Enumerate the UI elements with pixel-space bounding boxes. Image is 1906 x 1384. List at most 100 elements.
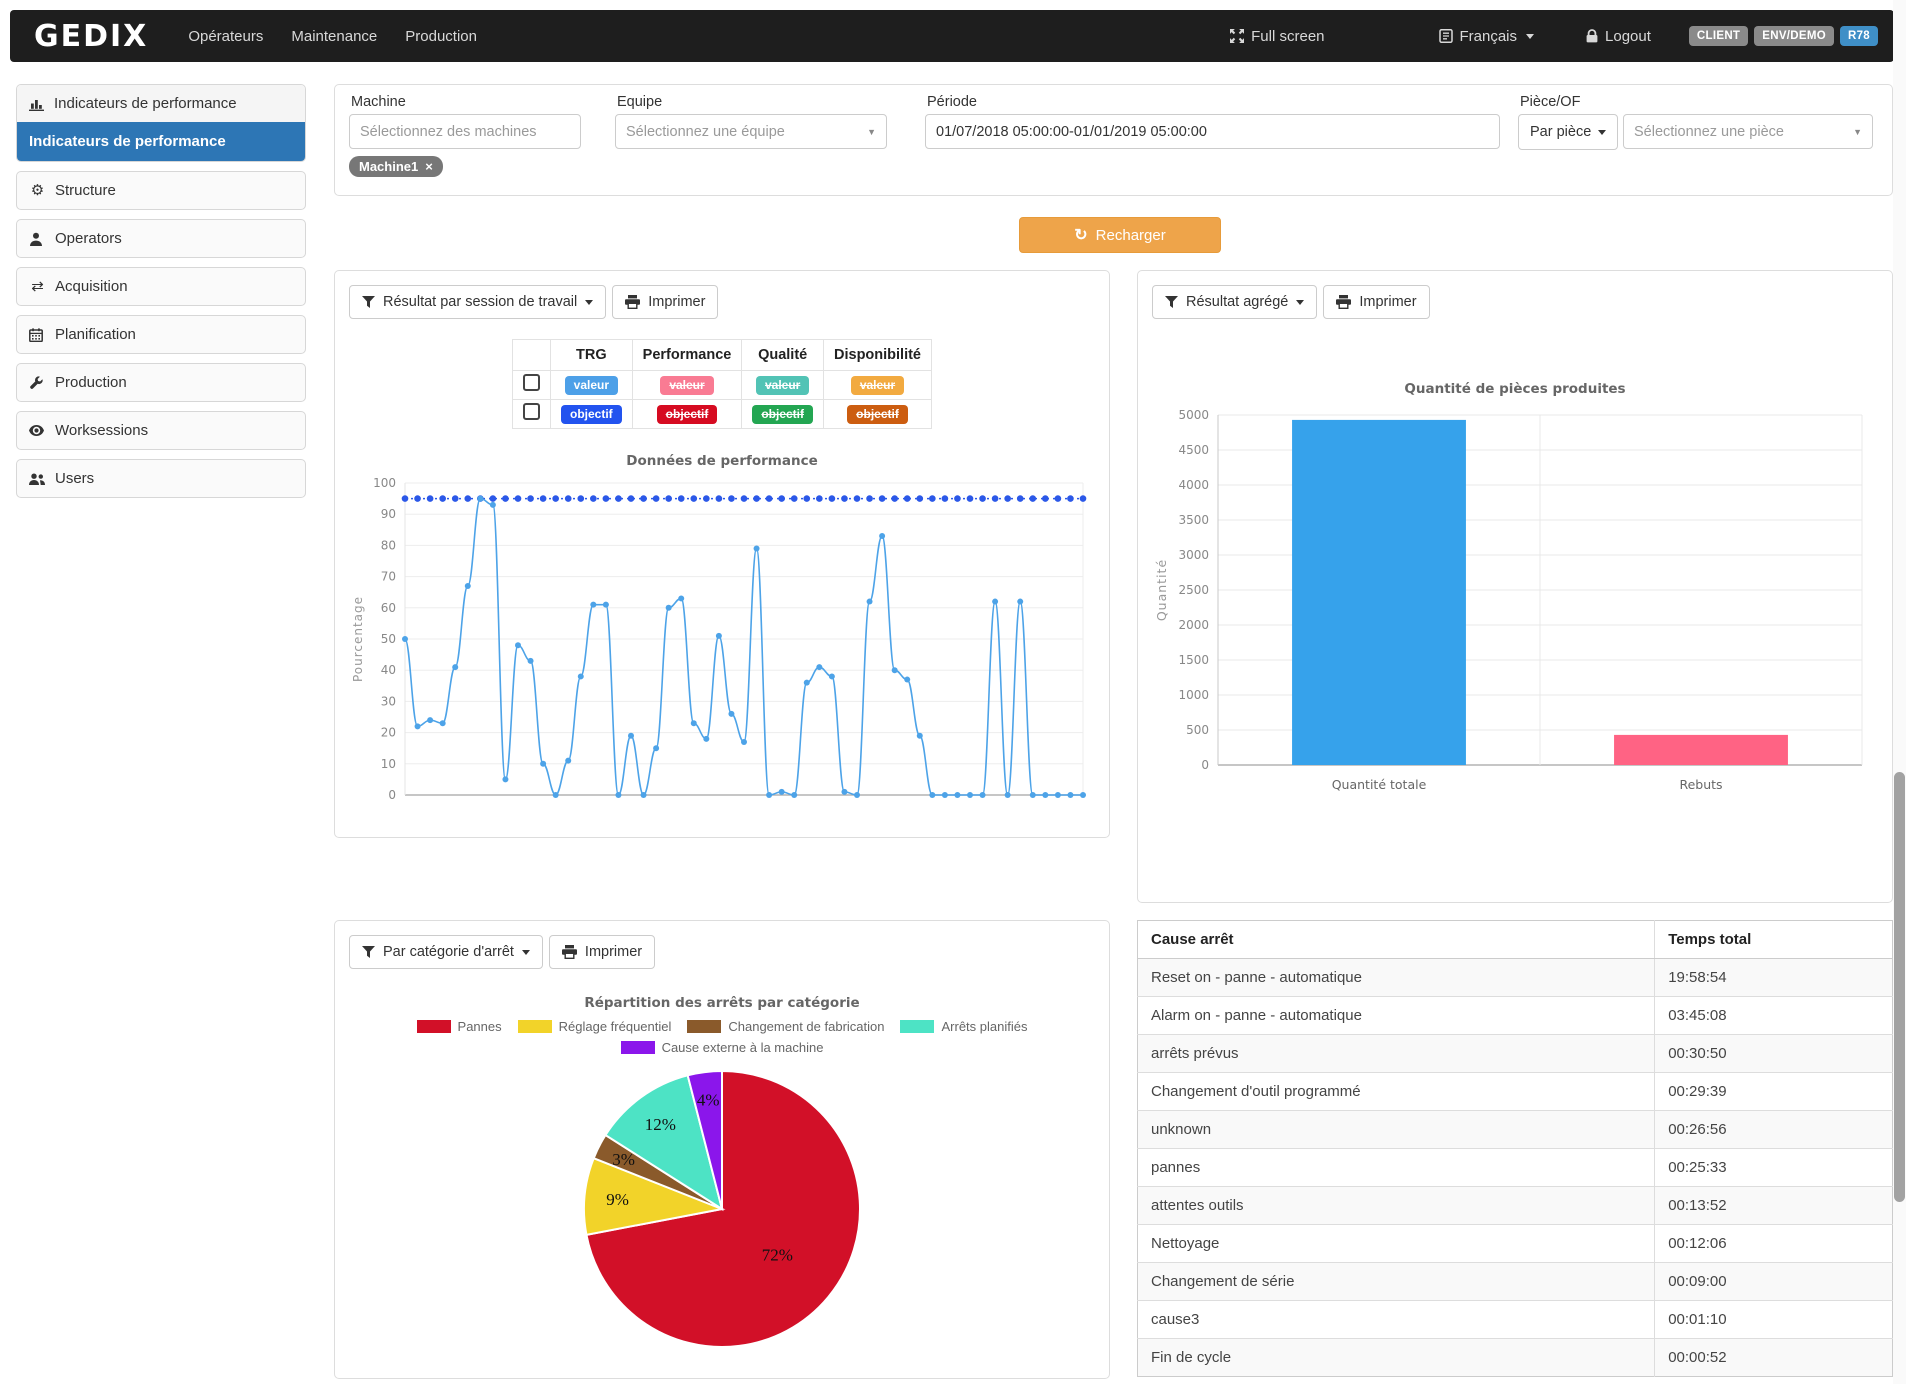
legend-color-swatch (687, 1020, 722, 1033)
equipe-label: Equipe (617, 94, 663, 110)
sidebar-item-label: Production (55, 374, 127, 391)
stops-panel: Par catégorie d'arrêt Imprimer Répartiti… (334, 920, 1110, 1379)
sidebar-item-structure[interactable]: ⚙ Structure (16, 171, 306, 210)
periode-label: Période (927, 94, 977, 110)
pie-legend-row: Pannes Réglage fréquentiel Changement de f… (416, 1019, 1027, 1034)
bar-chart: 0 500 1000 1500 2000 2500 3000 3500 4000 4500 5000… (1154, 408, 1863, 792)
svg-text:70: 70 (381, 570, 396, 584)
sidebar-item-operators[interactable]: Operators (16, 219, 306, 258)
trg-legend-row: valeur valeur valeur valeur (512, 370, 932, 400)
legend-color-swatch (900, 1020, 935, 1033)
legend-color-swatch (517, 1020, 552, 1033)
svg-text:3000: 3000 (1178, 548, 1209, 562)
client-badge: CLIENT (1688, 26, 1749, 46)
legend-item[interactable]: Cause externe à la machine (620, 1040, 824, 1055)
page-scrollbar[interactable] (1894, 772, 1905, 1202)
legend-badge[interactable]: objectif (656, 404, 718, 424)
sidebar-item-worksessions[interactable]: Worksessions (16, 411, 306, 450)
svg-text:Quantité: Quantité (1154, 559, 1169, 621)
series-checkbox[interactable] (523, 403, 540, 420)
legend-badge[interactable]: valeur (850, 375, 905, 395)
time-cell: 00:29:39 (1654, 1072, 1893, 1111)
legend-item[interactable]: Changement de fabrication (687, 1019, 884, 1034)
svg-text:10: 10 (381, 757, 396, 771)
machine-input[interactable] (349, 114, 581, 149)
cause-cell: attentes outils (1137, 1186, 1655, 1225)
print-button[interactable]: Imprimer (612, 285, 719, 319)
table-row: Changement d'outil programmé 00:29:39 (1137, 1072, 1893, 1111)
sidebar-item-production[interactable]: Production (16, 363, 306, 402)
sidebar-item-label: Acquisition (55, 278, 128, 295)
table-row: Fin de cycle 00:00:52 (1137, 1338, 1893, 1377)
nav-item-maintenance[interactable]: Maintenance (291, 27, 378, 45)
sidebar-item-acquisition[interactable]: ⇄ Acquisition (16, 267, 306, 306)
sidebar-item-indicateurs[interactable]: Indicateurs de performance (17, 122, 305, 161)
bar-chart-title: Quantité de pièces produites (1404, 381, 1626, 397)
cause-cell: Nettoyage (1137, 1224, 1655, 1263)
fullscreen-button[interactable]: Full screen (1216, 28, 1338, 45)
legend-badge[interactable]: valeur (660, 375, 714, 395)
piece-select[interactable]: Sélectionnez une pièce ▼ (1623, 114, 1873, 149)
gear-icon: ⚙ (30, 182, 45, 199)
eye-icon (29, 425, 46, 436)
table-row: Changement de série 00:09:00 (1137, 1262, 1893, 1301)
equipe-placeholder: Sélectionnez une équipe (626, 123, 785, 140)
nav-item-production[interactable]: Production (405, 27, 477, 45)
cause-cell: arrêts prévus (1137, 1034, 1655, 1073)
equipe-select[interactable]: Sélectionnez une équipe ▼ (615, 114, 887, 149)
reload-button[interactable]: ↻ Recharger (1019, 217, 1221, 253)
legend-label: Cause externe à la machine (661, 1040, 824, 1055)
svg-text:0: 0 (1201, 758, 1209, 772)
stops-filter-dropdown[interactable]: Par catégorie d'arrêt (349, 935, 543, 969)
legend-item[interactable]: Réglage fréquentiel (517, 1019, 671, 1034)
nav-item-operateurs[interactable]: Opérateurs (188, 27, 264, 45)
sidebar-header-indicateurs[interactable]: Indicateurs de performance (17, 85, 305, 122)
session-filter-dropdown[interactable]: Résultat par session de travail (349, 285, 607, 319)
machine-tag-label: Machine1 (359, 159, 419, 174)
sidebar-item-users[interactable]: Users (16, 459, 306, 498)
trg-col-header: Qualité (741, 339, 824, 371)
language-icon (1438, 29, 1453, 43)
legend-badge[interactable]: valeur (564, 375, 619, 395)
line-chart-title: Données de performance (626, 453, 818, 469)
pie-legend: Pannes Réglage fréquentiel Changement de f… (349, 1019, 1095, 1055)
filter-panel: Machine Machine1 × Equipe Sélectionnez u… (334, 84, 1893, 196)
reload-label: Recharger (1095, 226, 1166, 244)
periode-input[interactable] (925, 114, 1500, 149)
legend-badge[interactable]: valeur (755, 375, 810, 395)
sidebar-item-planification[interactable]: Planification (16, 315, 306, 354)
svg-text:3500: 3500 (1178, 513, 1209, 527)
aggregate-panel: Résultat agrégé Imprimer Quantité de piè… (1137, 270, 1893, 903)
print-button[interactable]: Imprimer (1323, 285, 1430, 319)
svg-text:72%: 72% (762, 1246, 793, 1265)
series-checkbox[interactable] (523, 374, 540, 391)
chevron-down-icon (1598, 129, 1607, 135)
time-cell: 19:58:54 (1654, 958, 1893, 997)
legend-badge[interactable]: objectif (752, 404, 813, 424)
svg-text:40: 40 (381, 663, 396, 677)
chevron-down-icon (521, 949, 530, 955)
legend-badge[interactable]: objectif (847, 404, 908, 424)
svg-text:4%: 4% (697, 1090, 720, 1109)
users-icon (29, 473, 46, 485)
print-button[interactable]: Imprimer (548, 935, 656, 969)
trg-col-header: Disponibilité (823, 339, 932, 371)
remove-tag-icon[interactable]: × (425, 159, 433, 174)
legend-item[interactable]: Pannes (416, 1019, 502, 1034)
legend-badge[interactable]: objectif (561, 404, 622, 424)
legend-item[interactable]: Arrêts planifiés (900, 1019, 1027, 1034)
trg-legend-table: TRG Performance Qualité Disponibilité valeu… (512, 339, 932, 429)
aggregate-filter-dropdown[interactable]: Résultat agrégé (1152, 285, 1318, 319)
user-icon (29, 232, 46, 246)
language-dropdown[interactable]: Français (1425, 28, 1549, 45)
exchange-icon: ⇄ (31, 278, 44, 295)
piece-mode-button[interactable]: Par pièce (1518, 114, 1619, 150)
cause-cell: unknown (1137, 1110, 1655, 1149)
page-scrollbar-track (1893, 0, 1906, 1384)
brand-logo[interactable]: GEDIX (34, 18, 149, 54)
logout-button[interactable]: Logout (1572, 28, 1665, 45)
svg-text:Quantité totale: Quantité totale (1332, 777, 1427, 792)
svg-text:12%: 12% (645, 1115, 676, 1134)
svg-text:1000: 1000 (1178, 688, 1209, 702)
svg-text:2500: 2500 (1178, 583, 1209, 597)
